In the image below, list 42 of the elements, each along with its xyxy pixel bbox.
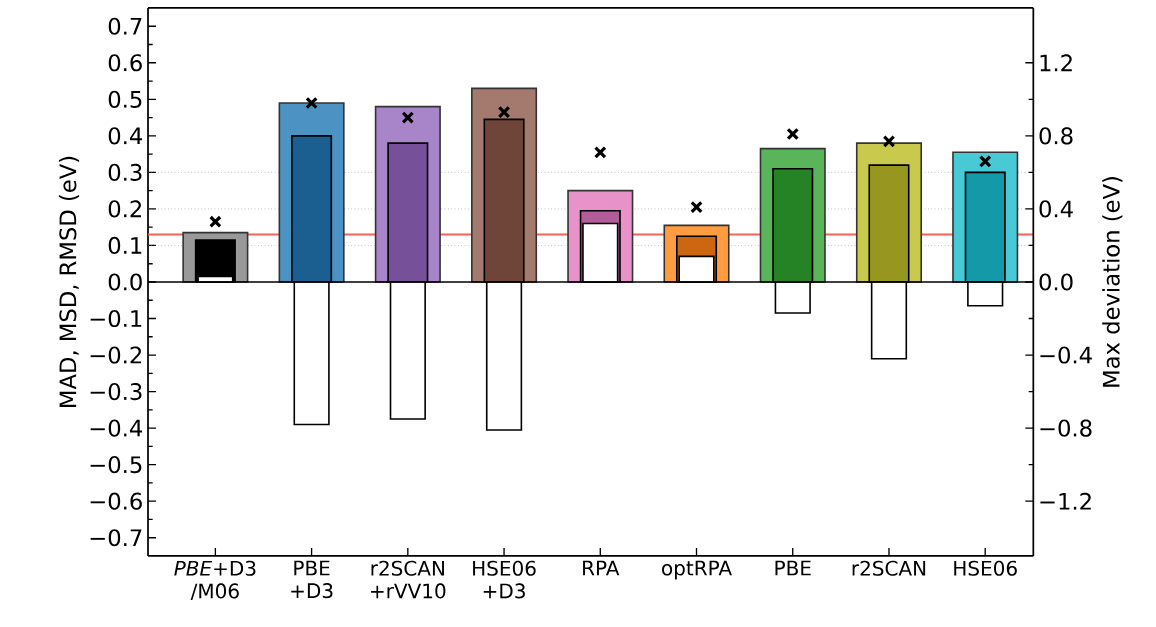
point xyxy=(786,127,800,141)
x-tick-label: HSE06 xyxy=(954,560,1017,577)
x-tick-label: PBE +D3 xyxy=(291,560,333,599)
x-tick-label: r2SCAN xyxy=(852,560,926,577)
y-tick-label: 0.0 xyxy=(108,273,142,291)
point xyxy=(690,200,703,214)
y2-tick-label: 0.8 xyxy=(1039,127,1073,145)
y-tick-label: −0.1 xyxy=(90,310,142,328)
y-tick-label: −0.5 xyxy=(90,456,142,474)
x-tick-label: HSE06 +D3 xyxy=(473,560,536,599)
point xyxy=(305,96,318,110)
y2-tick-label: −1.2 xyxy=(1040,492,1091,510)
x-tick-label: PBE xyxy=(775,560,811,576)
point xyxy=(978,155,992,168)
point xyxy=(497,105,511,119)
point xyxy=(401,111,415,125)
y2-tick-label: −0.4 xyxy=(1040,346,1092,364)
y-tick-label: 0.2 xyxy=(108,200,142,218)
y2-tick-label: −0.8 xyxy=(1040,419,1092,437)
y-tick-label: −0.7 xyxy=(90,529,142,547)
x-tick-label: PBE+D3 /M06 xyxy=(174,560,256,601)
y2-tick-label: 1.2 xyxy=(1040,54,1072,72)
y-tick-label: 0.7 xyxy=(108,17,142,35)
y-tick-label: −0.2 xyxy=(90,346,142,364)
point xyxy=(593,146,607,159)
x-tick-label: optRPA xyxy=(662,560,732,580)
y-tick-label: −0.6 xyxy=(90,492,142,510)
y2-tick-label: 0.4 xyxy=(1039,200,1073,218)
x-tick-label: RPA xyxy=(583,560,620,576)
y2-tick-label: 0.0 xyxy=(1039,273,1073,291)
y-tick-label: 0.5 xyxy=(108,90,142,109)
y-tick-label: 0.4 xyxy=(108,127,143,145)
point xyxy=(209,215,222,229)
y-tick-label: −0.4 xyxy=(90,419,143,437)
y-tick-label: −0.3 xyxy=(90,383,142,401)
point xyxy=(882,135,896,148)
y2-axis-title: Max deviation (eV) xyxy=(1102,177,1123,387)
y-tick-label: 0.1 xyxy=(108,237,142,255)
y-tick-label: 0.6 xyxy=(108,54,142,72)
y-axis-title: MAD, MSD, RMSD (eV) xyxy=(58,156,80,408)
y-tick-label: 0.3 xyxy=(108,163,142,182)
x-tick-label: r2SCAN +rVV10 xyxy=(371,560,446,599)
